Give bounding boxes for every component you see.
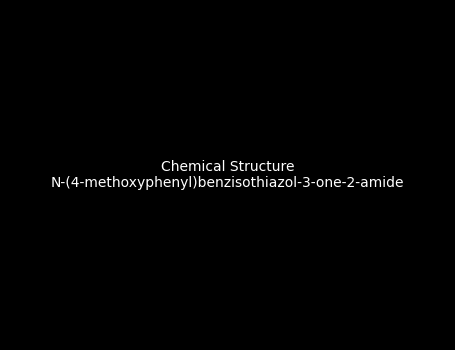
Text: Chemical Structure
N-(4-methoxyphenyl)benzisothiazol-3-one-2-amide: Chemical Structure N-(4-methoxyphenyl)be…: [51, 160, 404, 190]
